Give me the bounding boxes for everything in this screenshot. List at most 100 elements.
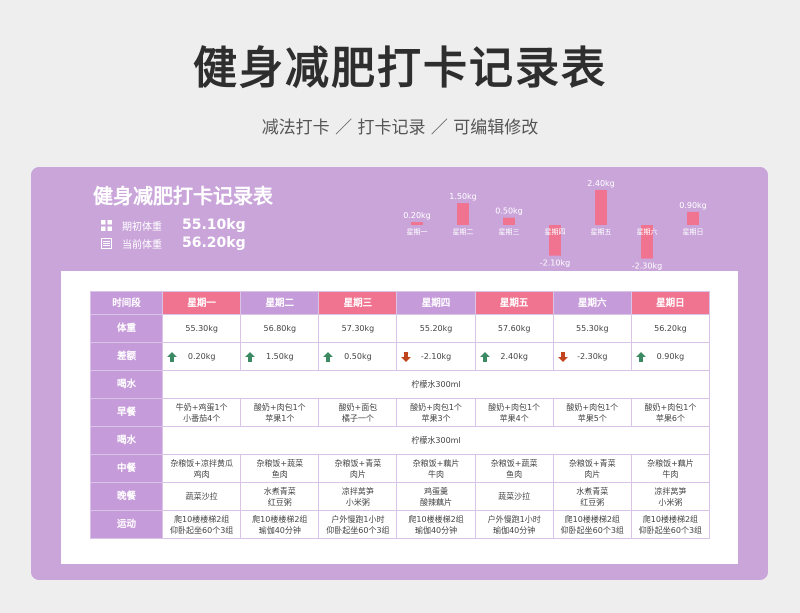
cell-text: 杂粮饭+青菜 [334, 458, 382, 468]
bar-6 [641, 225, 653, 259]
log-table: 时间段 星期一 星期二 星期三 星期四 星期五 星期六 星期日 体重 55.30kg 56.80kg… [89, 291, 711, 539]
dinner-cell[interactable]: 凉拌莴笋 小米粥 [630, 482, 711, 511]
cell-text: 酸奶+肉包1个 [253, 402, 306, 412]
day-header: 星期六 [552, 291, 632, 315]
current-weight-label: 当前体重 [122, 239, 162, 251]
bar-2 [457, 203, 469, 225]
cell-text: 仰卧起坐60个3组 [638, 525, 703, 535]
lunch-cell[interactable]: 杂粮饭+藕片 牛肉 [630, 454, 711, 483]
bar-1 [411, 222, 423, 225]
breakfast-cell[interactable]: 酸奶+肉包1个 苹果5个 [552, 398, 632, 427]
breakfast-cell[interactable]: 酸奶+肉包1个 苹果3个 [396, 398, 476, 427]
cell-text: 酸奶+肉包1个 [566, 402, 619, 412]
diff-cell[interactable]: 2.40kg [474, 342, 554, 371]
arrow-up-icon [167, 351, 178, 362]
current-weight-stat: 当前体重 56.20kg [101, 234, 246, 252]
exercise-cell[interactable]: 爬10楼楼梯2组 仰卧起坐60个3组 [162, 510, 242, 539]
table-row: 差额 0.20kg 1.50kg 0.50kg -2.10kg 2.40kg -2.30kg… [89, 342, 711, 371]
dinner-cell[interactable]: 鸡蛋羹 酸辣藕片 [396, 482, 476, 511]
exercise-cell[interactable]: 爬10楼楼梯2组 仰卧起坐60个3组 [630, 510, 711, 539]
cell-text: 瑜伽40分钟 [414, 525, 458, 535]
diff-cell[interactable]: 0.90kg [630, 342, 711, 371]
diff-cell[interactable]: 0.50kg [318, 342, 398, 371]
cell-text: 小番茄4个 [183, 413, 221, 423]
cell-text: 酸奶+肉包1个 [488, 402, 541, 412]
day-header: 星期日 [630, 291, 711, 315]
bar-3 [503, 217, 515, 225]
exercise-cell[interactable]: 爬10楼楼梯2组 瑜伽40分钟 [396, 510, 476, 539]
lunch-cell[interactable]: 杂粮饭+蔬菜 鱼肉 [240, 454, 320, 483]
table-row: 喝水 柠檬水300ml [89, 426, 710, 455]
page-subtitle: 减法打卡 ／ 打卡记录 ／ 可编辑修改 [261, 118, 539, 138]
water-cell[interactable]: 柠檬水300ml [162, 370, 710, 399]
data-label-5: 2.40kg [587, 179, 615, 188]
breakfast-cell[interactable]: 牛奶+鸡蛋1个 小番茄4个 [162, 398, 242, 427]
current-weight-value: 56.20kg [182, 235, 246, 251]
dinner-cell[interactable]: 凉拌莴笋 小米粥 [318, 482, 398, 511]
row-label-lunch: 中餐 [89, 454, 164, 483]
notebook-icon [101, 237, 112, 249]
arrow-up-icon [323, 351, 334, 362]
weight-cell[interactable]: 57.60kg [474, 314, 554, 343]
cell-text: 杂粮饭+藕片 [412, 458, 460, 468]
day-header: 星期三 [318, 291, 398, 315]
weight-cell[interactable]: 55.20kg [396, 314, 476, 343]
lunch-cell[interactable]: 杂粮饭+蔬菜 鱼肉 [474, 454, 554, 483]
dinner-cell[interactable]: 水煮青菜 红豆粥 [240, 482, 320, 511]
table-row: 喝水 柠檬水300ml [89, 370, 710, 399]
cell-text: 爬10楼楼梯2组 [252, 514, 308, 524]
dinner-cell[interactable]: 蔬菜沙拉 [474, 482, 554, 511]
cell-text: 户外慢跑1小时 [487, 514, 541, 524]
lunch-cell[interactable]: 杂粮饭+青菜 肉片 [318, 454, 398, 483]
cell-text: 橘子一个 [341, 413, 374, 423]
category-label-2: 星期二 [453, 228, 474, 236]
breakfast-cell[interactable]: 酸奶+肉包1个 苹果6个 [630, 398, 711, 427]
cell-text: 仰卧起坐60个3组 [326, 525, 390, 535]
weight-change-chart: 0.20kg 星期一 1.50kg 星期二 0.50kg 星期三 -2.10kg 星期四 2.4… [403, 179, 707, 271]
exercise-cell[interactable]: 户外慢跑1小时 仰卧起坐60个3组 [318, 510, 398, 539]
data-label-7: 0.90kg [679, 201, 707, 210]
cell-text: 苹果3个 [421, 413, 451, 423]
day-header: 星期二 [240, 291, 320, 315]
cell-text: 杂粮饭+藕片 [647, 458, 694, 468]
cell-text: 水煮青菜 [263, 486, 296, 496]
breakfast-cell[interactable]: 酸奶+肉包1个 苹果1个 [240, 398, 320, 427]
dinner-cell[interactable]: 水煮青菜 红豆粥 [552, 482, 632, 511]
weight-cell[interactable]: 56.20kg [630, 314, 711, 343]
weight-cell[interactable]: 57.30kg [318, 314, 398, 343]
grid-icon [101, 219, 112, 231]
data-label-2: 1.50kg [449, 192, 477, 201]
data-label-1: 0.20kg [403, 211, 431, 220]
cell-text: 苹果1个 [265, 413, 295, 423]
lunch-cell[interactable]: 杂粮饭+藕片 牛肉 [396, 454, 476, 483]
diff-cell[interactable]: -2.10kg [396, 342, 476, 371]
cell-text: 蔬菜沙拉 [498, 492, 531, 501]
tracker-card: 健身减肥打卡记录表 期初体重 55.10kg 当前体重 56.20kg 0.20… [31, 167, 768, 580]
cell-text: 鸡蛋羹 [424, 486, 449, 496]
diff-cell[interactable]: 0.20kg [162, 342, 242, 371]
weight-cell[interactable]: 55.30kg [552, 314, 632, 343]
cell-text: 爬10楼楼梯2组 [174, 514, 230, 524]
exercise-cell[interactable]: 爬10楼楼梯2组 瑜伽40分钟 [240, 510, 320, 539]
cell-text: 红豆粥 [267, 497, 292, 507]
table-panel: 时间段 星期一 星期二 星期三 星期四 星期五 星期六 星期日 体重 55.30kg 56.80kg… [61, 271, 738, 564]
exercise-cell[interactable]: 户外慢跑1小时 瑜伽40分钟 [474, 510, 554, 539]
diff-cell[interactable]: 1.50kg [240, 342, 320, 371]
cell-text: 瑜伽40分钟 [258, 525, 301, 535]
weight-cell[interactable]: 56.80kg [240, 314, 320, 343]
dinner-cell[interactable]: 蔬菜沙拉 [162, 482, 242, 511]
lunch-cell[interactable]: 杂粮饭+凉拌黄瓜 鸡肉 [162, 454, 242, 483]
water-cell[interactable]: 柠檬水300ml [162, 426, 710, 455]
diff-value: 2.40kg [500, 352, 528, 361]
cell-text: 苹果4个 [499, 413, 529, 423]
lunch-cell[interactable]: 杂粮饭+青菜 肉片 [552, 454, 632, 483]
exercise-cell[interactable]: 爬10楼楼梯2组 仰卧起坐60个3组 [552, 510, 632, 539]
cell-text: 仰卧起坐60个3组 [560, 525, 624, 535]
cell-text: 鸡肉 [193, 469, 210, 479]
cell-text: 杂粮饭+蔬菜 [490, 458, 538, 468]
cell-text: 酸奶+肉包1个 [410, 402, 462, 412]
weight-cell[interactable]: 55.30kg [162, 314, 242, 343]
breakfast-cell[interactable]: 酸奶+面包 橘子一个 [318, 398, 398, 427]
diff-cell[interactable]: -2.30kg [552, 342, 632, 371]
breakfast-cell[interactable]: 酸奶+肉包1个 苹果4个 [474, 398, 554, 427]
